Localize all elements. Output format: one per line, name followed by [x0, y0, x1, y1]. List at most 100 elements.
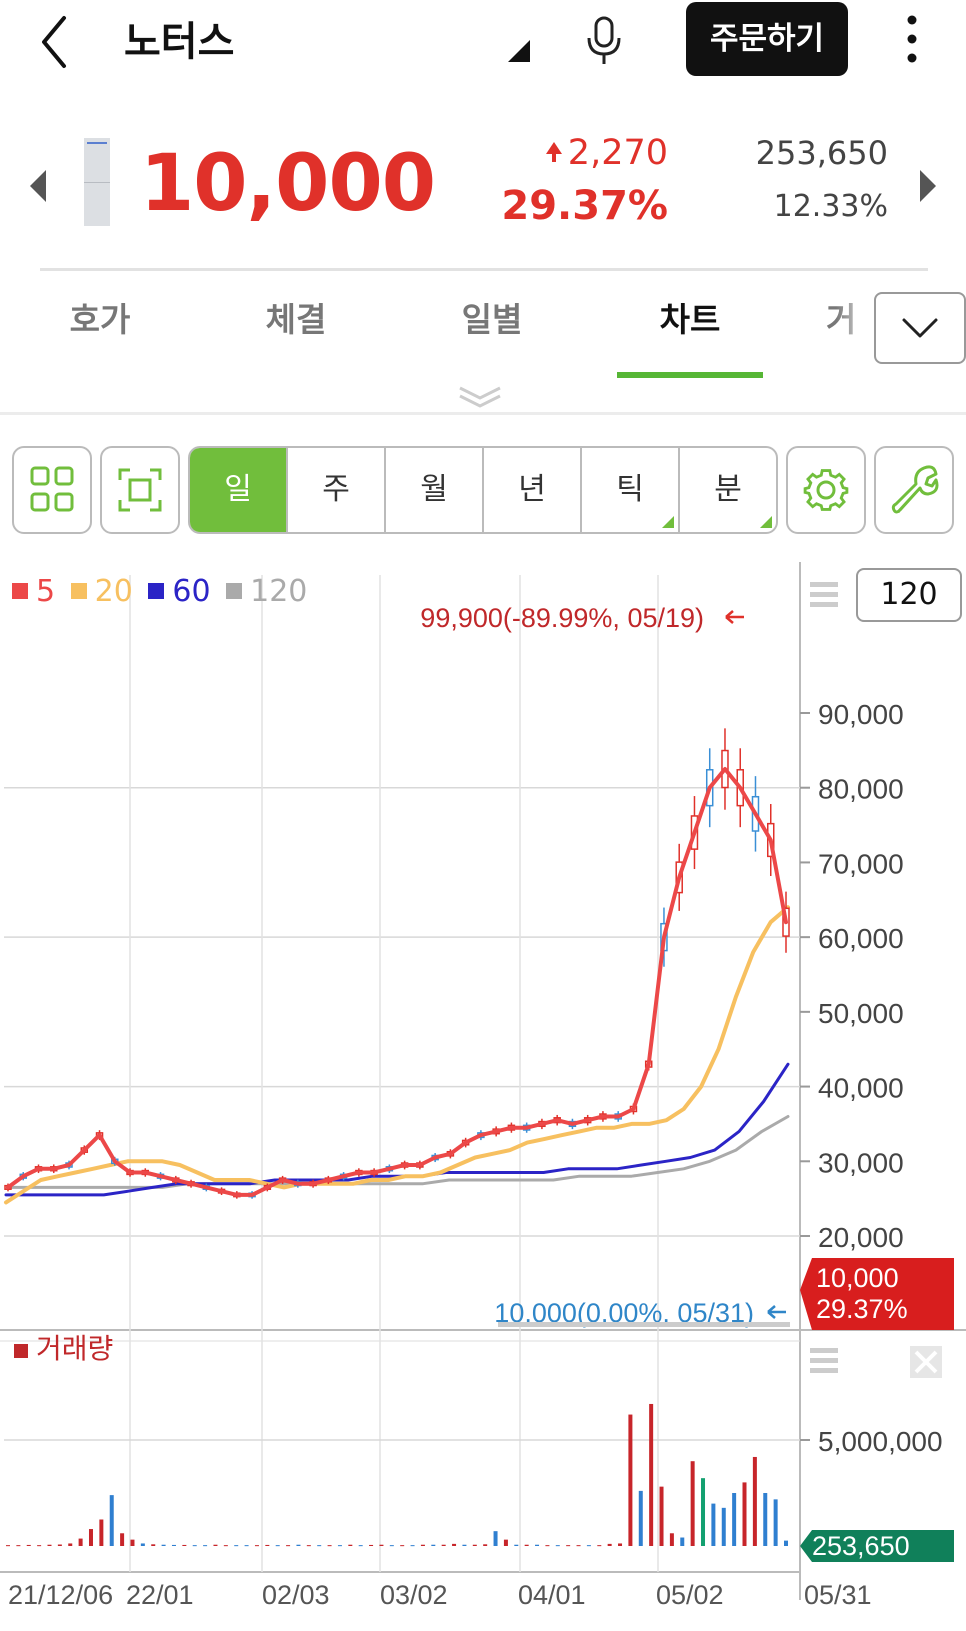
period-week[interactable]: 주: [288, 448, 386, 532]
volume-bar: [452, 1543, 457, 1546]
volume-bar: [638, 1490, 643, 1546]
volume-bar: [597, 1545, 602, 1547]
y-tick-label: 40,000: [818, 1073, 904, 1104]
y-tick-label: 5,000,000: [818, 1426, 943, 1457]
current-price-badge: [800, 1258, 954, 1330]
ma120-line: [4, 1115, 790, 1189]
period-day-label: 일: [224, 472, 252, 507]
period-year-label: 년: [518, 472, 546, 507]
settings-button[interactable]: [786, 446, 866, 534]
high-annotation: 99,900(-89.99%, 05/19): [420, 603, 704, 633]
volume-bar: [213, 1544, 218, 1546]
up-arrow-icon: [545, 142, 562, 162]
volume-bar: [26, 1544, 31, 1546]
back-arrow-icon[interactable]: [36, 12, 76, 72]
volume-bar: [441, 1544, 446, 1546]
ma20-line: [4, 905, 790, 1205]
volume-bar: [483, 1544, 488, 1546]
volume-bar: [420, 1544, 425, 1546]
volume-bar: [244, 1545, 249, 1547]
tab-executions[interactable]: 체결: [265, 300, 327, 339]
fullscreen-button[interactable]: [100, 446, 180, 534]
y-tick-label: 80,000: [818, 774, 904, 805]
legend-ma120: 120: [226, 574, 307, 609]
tab-fade: [836, 288, 876, 368]
volume-bar: [140, 1543, 145, 1546]
tools-button[interactable]: [874, 446, 954, 534]
tab-daily[interactable]: 일별: [461, 300, 523, 339]
gear-icon: [803, 469, 849, 511]
volume-bar: [784, 1540, 788, 1546]
x-tick-label: 05/02: [656, 1580, 724, 1610]
period-minute[interactable]: 분: [680, 448, 776, 532]
y-tick-label: 50,000: [818, 998, 904, 1029]
stock-chart[interactable]: 90,000 80,000 70,000 60,000 50,000 40,000 30,0…: [0, 562, 966, 1631]
tabs-expand-button[interactable]: [874, 292, 966, 364]
stock-name-title: 노터스: [124, 19, 235, 65]
close-pane-icon: [914, 1350, 938, 1374]
volume-bar: [296, 1544, 301, 1546]
volume-bar: [732, 1493, 737, 1546]
volume-bar: [151, 1544, 156, 1546]
volume-bar: [369, 1544, 374, 1546]
volume-bar: [462, 1544, 467, 1546]
volume-bar: [254, 1545, 259, 1547]
tab-orderbook[interactable]: 호가: [69, 300, 131, 339]
volume-bar: [286, 1545, 291, 1547]
more-menu-icon[interactable]: [903, 14, 921, 64]
low-arrow-icon: [767, 1305, 786, 1319]
period-year[interactable]: 년: [484, 448, 582, 532]
period-week-label: 주: [322, 472, 350, 507]
volume-bar: [701, 1478, 706, 1546]
volume-bar: [711, 1503, 716, 1546]
volume-bar: [88, 1529, 93, 1546]
stock-dropdown-icon[interactable]: [508, 40, 530, 62]
volume-bar: [628, 1414, 633, 1546]
volume-bar: [514, 1544, 519, 1546]
pane-menu-icon: [810, 1368, 838, 1373]
volume-bar: [503, 1539, 508, 1546]
volume-bar: [223, 1545, 228, 1547]
volume-bar: [109, 1495, 114, 1546]
prev-stock-arrow-icon[interactable]: [30, 170, 46, 202]
legend-ma20: 20: [70, 574, 133, 609]
trade-volume: 253,650: [755, 134, 888, 172]
current-volume-badge: [800, 1530, 954, 1562]
period-tick[interactable]: 틱: [582, 448, 680, 532]
volume-bar: [57, 1544, 62, 1546]
period-day[interactable]: 일: [190, 448, 288, 532]
volume-bar: [130, 1539, 135, 1546]
display-count-box[interactable]: 120: [856, 568, 962, 622]
submenu-corner-icon: [760, 516, 772, 528]
volume-bar: [16, 1545, 21, 1547]
period-month-label: 월: [420, 472, 448, 507]
volume-bar: [410, 1545, 415, 1547]
pane-menu-icon: [810, 582, 838, 587]
volume-bar: [524, 1544, 529, 1546]
microphone-icon[interactable]: [584, 16, 624, 66]
layout-button[interactable]: [12, 446, 92, 534]
active-tab-indicator: [617, 372, 763, 378]
x-tick-label: 03/02: [380, 1580, 448, 1610]
pane-menu-icon: [810, 1348, 838, 1353]
volume-bar: [68, 1543, 73, 1546]
price-change-value: 2,270: [567, 133, 668, 173]
next-stock-arrow-icon[interactable]: [920, 170, 936, 202]
volume-bar: [379, 1544, 384, 1546]
tab-chart[interactable]: 차트: [659, 300, 721, 339]
volume-bar: [586, 1545, 591, 1547]
wrench-icon: [891, 465, 939, 514]
volume-bar: [545, 1545, 550, 1547]
y-tick-label: 20,000: [818, 1222, 904, 1253]
legend-ma60: 60: [148, 574, 211, 609]
y-tick-label: 70,000: [818, 848, 904, 879]
volume-bar: [306, 1545, 311, 1547]
period-month[interactable]: 월: [386, 448, 484, 532]
order-button[interactable]: 주문하기: [686, 2, 848, 76]
divider: [0, 412, 966, 415]
y-tick-label: 90,000: [818, 699, 904, 730]
drag-handle-chevron-icon[interactable]: [458, 384, 502, 408]
volume-bar: [607, 1543, 612, 1546]
x-tick-label: 21/12/06: [8, 1580, 113, 1610]
volume-bar: [472, 1544, 477, 1546]
